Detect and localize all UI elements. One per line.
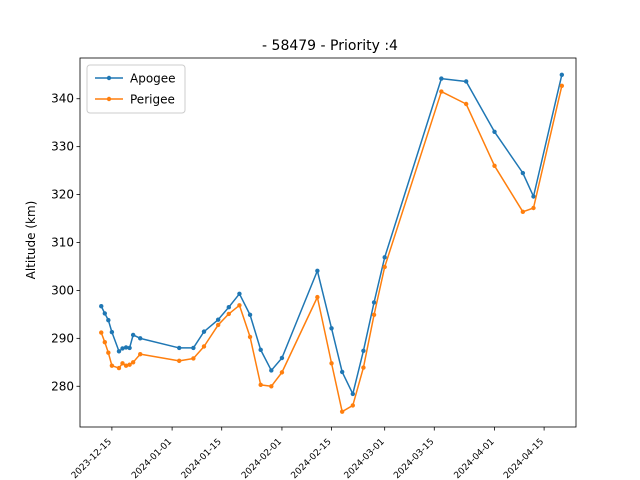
data-point — [247, 334, 253, 340]
series-perigee — [99, 83, 565, 414]
legend-marker — [106, 75, 112, 81]
data-point — [520, 209, 526, 215]
y-tick-label: 300 — [51, 283, 74, 297]
data-point — [109, 329, 115, 335]
data-point — [106, 350, 111, 355]
series-line — [100, 74, 563, 395]
data-point — [531, 194, 536, 199]
data-point — [201, 329, 207, 334]
data-point — [279, 355, 285, 361]
y-tick-label: 320 — [51, 188, 74, 202]
data-point — [371, 300, 377, 305]
data-point — [520, 170, 526, 176]
data-point — [247, 312, 253, 318]
data-point — [123, 345, 129, 350]
x-tick-label: 2024-02-15 — [290, 437, 334, 480]
data-point — [350, 391, 355, 397]
data-point — [191, 356, 196, 361]
data-point — [315, 268, 320, 273]
chart-title: - 58479 - Priority :4 — [262, 38, 398, 54]
data-point — [116, 349, 122, 354]
legend-marker — [106, 96, 112, 102]
data-point — [269, 384, 274, 389]
data-point — [258, 382, 263, 388]
data-point — [226, 311, 231, 317]
data-point — [99, 304, 104, 309]
data-point — [269, 368, 274, 373]
y-axis-ticks: 280 290 300 310 320 330 340 — [51, 92, 80, 393]
data-point — [127, 362, 132, 367]
data-point — [130, 360, 136, 365]
data-point — [492, 163, 497, 169]
x-tick-label: 2024-02-01 — [240, 437, 284, 480]
data-point — [258, 347, 263, 353]
data-point — [531, 205, 536, 211]
data-point — [237, 303, 242, 308]
x-tick-label: 2023-12-15 — [70, 437, 114, 480]
y-tick-label: 280 — [51, 379, 74, 393]
data-point — [116, 365, 122, 371]
data-point — [339, 369, 345, 375]
data-point — [439, 89, 444, 94]
data-point — [361, 348, 366, 354]
data-point — [138, 351, 143, 357]
data-point — [559, 83, 565, 88]
y-tick-label: 340 — [51, 92, 74, 106]
data-point — [463, 79, 469, 84]
data-point — [315, 294, 320, 300]
legend-label: Perigee — [130, 93, 175, 107]
legend-label: Apogee — [130, 72, 176, 86]
data-point — [130, 332, 136, 338]
data-point — [279, 370, 285, 375]
data-point — [339, 409, 345, 414]
data-point — [463, 101, 469, 107]
y-tick-label: 290 — [51, 331, 74, 345]
data-point — [492, 129, 497, 134]
x-tick-label: 2024-03-15 — [392, 437, 436, 480]
data-point — [177, 358, 182, 364]
data-point — [201, 344, 207, 349]
series-apogee — [99, 72, 565, 397]
data-point — [371, 312, 377, 318]
legend-item: Apogee — [95, 72, 176, 86]
data-point — [329, 326, 334, 331]
x-axis-ticks: 2023-12-15 2024-01-01 2024-01-15 2024-02-01… — [70, 427, 546, 480]
data-point — [177, 345, 182, 351]
data-point — [120, 346, 125, 351]
legend-box — [86, 64, 186, 114]
data-point — [127, 345, 132, 351]
data-point — [109, 363, 115, 368]
series-layer — [99, 72, 565, 414]
data-point — [215, 322, 221, 328]
x-tick-label: 2024-04-01 — [453, 437, 497, 480]
y-tick-label: 310 — [51, 236, 74, 250]
data-point — [350, 403, 355, 408]
y-tick-label: 330 — [51, 140, 74, 154]
data-point — [191, 345, 196, 351]
data-point — [361, 365, 366, 370]
x-tick-label: 2024-03-01 — [343, 437, 387, 480]
data-point — [382, 255, 387, 260]
x-tick-label: 2024-04-15 — [502, 437, 546, 480]
data-point — [120, 361, 125, 366]
data-point — [237, 291, 242, 296]
data-point — [439, 76, 444, 81]
data-point — [138, 336, 143, 341]
data-point — [102, 339, 108, 345]
legend: Apogee Perigee — [86, 64, 186, 114]
data-point — [226, 304, 231, 310]
data-point — [329, 361, 334, 366]
data-point — [106, 317, 111, 323]
legend-item: Perigee — [95, 93, 175, 107]
data-point — [559, 72, 565, 77]
y-axis-label: Altitude (km) — [24, 201, 38, 280]
data-point — [123, 363, 129, 368]
x-tick-label: 2024-01-01 — [130, 437, 174, 480]
x-tick-label: 2024-01-15 — [180, 437, 224, 480]
data-point — [99, 330, 104, 335]
data-point — [215, 317, 221, 322]
data-point — [382, 264, 387, 270]
data-point — [102, 311, 108, 316]
